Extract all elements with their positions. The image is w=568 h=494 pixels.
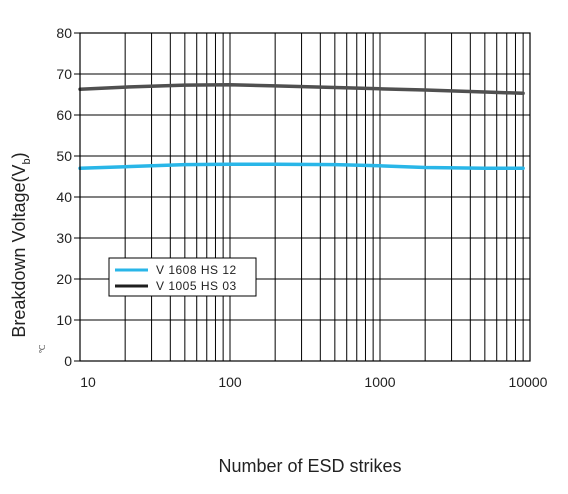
y-tick-labels: 0 10 20 30 40 50 60 70 80 (56, 25, 80, 369)
y-axis-title-main: Breakdown Voltage(V (9, 165, 29, 338)
y-tick-label: 80 (56, 25, 72, 41)
grid (80, 33, 530, 361)
y-tick-label: 20 (56, 271, 72, 287)
x-tick-label: 100 (218, 374, 242, 390)
legend-label-2: V 1005 HS 03 (156, 279, 237, 293)
x-axis-title: Number of ESD strikes (218, 456, 401, 476)
y-axis-title-subscript: b (21, 158, 33, 164)
y-axis-title-suffix: ) (9, 152, 29, 158)
y-axis-title: Breakdown Voltage(Vb) (9, 152, 33, 337)
series-line-1 (78, 162, 525, 171)
x-tick-labels: 10 100 1000 10000 (80, 374, 547, 390)
series-lines (78, 82, 525, 171)
legend-label-1: V 1608 HS 12 (156, 263, 237, 277)
x-tick-label: 10 (80, 374, 96, 390)
y-tick-label: 0 (64, 353, 72, 369)
y-axis-small-mark: ℃ (38, 344, 47, 353)
legend-box (108, 257, 257, 297)
x-tick-label: 1000 (364, 374, 395, 390)
y-tick-label: 10 (56, 312, 72, 328)
y-tick-label: 50 (56, 148, 72, 164)
series-line-2 (78, 82, 525, 96)
y-tick-label: 30 (56, 230, 72, 246)
y-tick-label: 60 (56, 107, 72, 123)
x-tick-label: 10000 (509, 374, 548, 390)
y-tick-label: 40 (56, 189, 72, 205)
legend: V 1608 HS 12 V 1005 HS 03 (108, 257, 257, 297)
y-tick-label: 70 (56, 66, 72, 82)
